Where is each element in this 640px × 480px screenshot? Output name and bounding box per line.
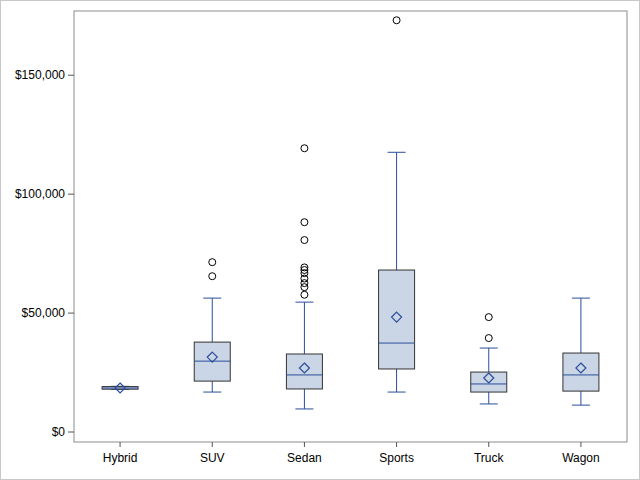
median bbox=[563, 374, 599, 375]
x-tick bbox=[488, 442, 489, 447]
x-tick bbox=[120, 442, 121, 447]
lower-cap bbox=[388, 392, 406, 393]
y-tick bbox=[68, 432, 74, 433]
median bbox=[379, 343, 415, 344]
box-group bbox=[102, 383, 138, 393]
x-tick-label: Sports bbox=[379, 451, 414, 465]
outer-border bbox=[1, 1, 640, 480]
x-tick bbox=[580, 442, 581, 447]
lower-whisker bbox=[304, 389, 305, 409]
outlier bbox=[301, 291, 308, 298]
y-tick-label: $100,000 bbox=[15, 187, 65, 201]
upper-whisker bbox=[580, 298, 581, 353]
y-tick bbox=[68, 194, 74, 195]
box bbox=[379, 270, 415, 369]
upper-whisker bbox=[396, 152, 397, 270]
outlier bbox=[301, 145, 308, 152]
mean-marker bbox=[115, 383, 125, 393]
outlier bbox=[485, 335, 492, 342]
box bbox=[194, 342, 230, 381]
outlier bbox=[209, 259, 216, 266]
outlier bbox=[301, 284, 308, 291]
lower-cap bbox=[295, 408, 313, 409]
outlier bbox=[301, 237, 308, 244]
plot-frame bbox=[74, 11, 627, 442]
x-tick bbox=[304, 442, 305, 447]
outlier bbox=[301, 219, 308, 226]
x-tick-label: Hybrid bbox=[103, 451, 138, 465]
chart: $0 $50,000 $100,000 $150,000 Hybrid SUV Sedan S… bbox=[0, 0, 640, 480]
lower-cap bbox=[480, 403, 498, 404]
box bbox=[102, 387, 138, 390]
upper-whisker bbox=[304, 302, 305, 354]
upper-cap bbox=[480, 348, 498, 349]
upper-cap bbox=[295, 302, 313, 303]
box-group bbox=[563, 298, 599, 405]
x-tick-label: SUV bbox=[200, 451, 225, 465]
outlier bbox=[301, 264, 308, 271]
median bbox=[102, 388, 138, 389]
outlier bbox=[393, 17, 400, 24]
box-group bbox=[194, 259, 230, 392]
x-tick-label: Wagon bbox=[562, 451, 600, 465]
box-group bbox=[286, 145, 322, 409]
box bbox=[286, 354, 322, 389]
x-tick bbox=[396, 442, 397, 447]
mean-marker bbox=[484, 373, 494, 383]
lower-cap bbox=[572, 405, 590, 406]
lower-whisker bbox=[212, 381, 213, 392]
x-tick bbox=[212, 442, 213, 447]
lower-whisker bbox=[488, 392, 489, 404]
outlier bbox=[209, 273, 216, 280]
upper-cap bbox=[572, 298, 590, 299]
y-tick-label: $0 bbox=[52, 425, 66, 439]
x-tick-label: Sedan bbox=[287, 451, 322, 465]
upper-whisker bbox=[488, 348, 489, 372]
box bbox=[471, 372, 507, 392]
lower-whisker bbox=[580, 391, 581, 405]
lower-cap bbox=[203, 392, 221, 393]
mean-marker bbox=[299, 363, 309, 373]
mean-marker bbox=[576, 363, 586, 373]
y-tick bbox=[68, 313, 74, 314]
upper-cap bbox=[388, 152, 406, 153]
upper-whisker bbox=[212, 298, 213, 342]
mean-marker bbox=[392, 312, 402, 322]
median bbox=[286, 374, 322, 375]
y-tick bbox=[68, 75, 74, 76]
y-tick-label: $50,000 bbox=[22, 306, 66, 320]
box bbox=[563, 353, 599, 391]
lower-whisker bbox=[396, 369, 397, 392]
outlier bbox=[485, 314, 492, 321]
x-tick-label: Truck bbox=[474, 451, 505, 465]
y-tick-label: $150,000 bbox=[15, 68, 65, 82]
mean-marker bbox=[207, 352, 217, 362]
box-group bbox=[379, 17, 415, 392]
upper-cap bbox=[203, 298, 221, 299]
marks bbox=[102, 17, 599, 409]
box-group bbox=[471, 314, 507, 404]
